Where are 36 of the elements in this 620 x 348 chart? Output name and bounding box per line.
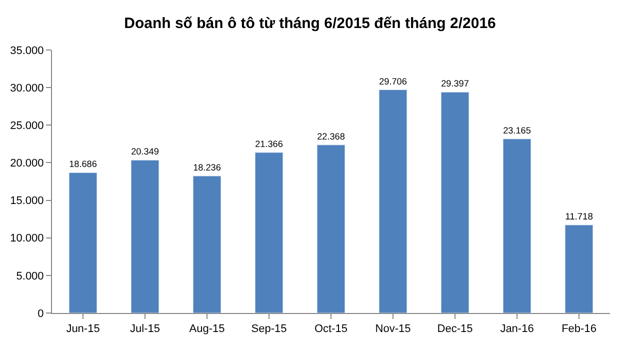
y-tick-label: 5.000 [16, 270, 44, 282]
data-label: 18.686 [69, 159, 97, 170]
x-tick-label: Jun-15 [66, 323, 100, 336]
y-tick-label: 35.000 [10, 44, 44, 57]
x-tick-label: Jan-16 [500, 323, 534, 336]
x-tick-label: Jul-15 [130, 323, 160, 336]
data-label: 18.236 [193, 162, 221, 172]
data-label: 29.397 [441, 78, 469, 89]
bar [502, 138, 532, 313]
bar [378, 90, 408, 313]
bar [316, 144, 346, 313]
x-tick-label: Nov-15 [375, 323, 411, 336]
y-tick-label: 25.000 [10, 120, 44, 132]
bar [440, 92, 470, 313]
x-tick-label: Sep-15 [251, 323, 287, 336]
chart-title: Doanh số bán ô tô từ tháng 6/2015 đến tháng 2/2016 [124, 14, 496, 32]
y-tick-label: 20.000 [10, 158, 44, 170]
x-tick-label: Aug-15 [189, 323, 225, 336]
y-tick-label: 30.000 [10, 82, 44, 94]
data-label: 21.366 [255, 138, 283, 149]
y-tick-label: 10.000 [10, 232, 44, 245]
y-tick-label: 0 [38, 308, 44, 320]
data-label: 22.368 [317, 131, 345, 142]
x-tick-label: Oct-15 [314, 323, 348, 336]
data-label: 11.718 [565, 211, 593, 222]
data-label: 20.349 [131, 146, 159, 157]
y-tick-label: 15.000 [10, 195, 44, 208]
x-tick-label: Feb-16 [562, 323, 596, 336]
bar [68, 172, 98, 313]
bar [130, 160, 160, 313]
data-label: 29.706 [379, 76, 407, 86]
bar [564, 224, 594, 313]
data-label: 23.165 [503, 125, 531, 136]
x-tick-label: Dec-15 [437, 323, 473, 336]
bar [192, 176, 222, 313]
bar [254, 152, 284, 313]
